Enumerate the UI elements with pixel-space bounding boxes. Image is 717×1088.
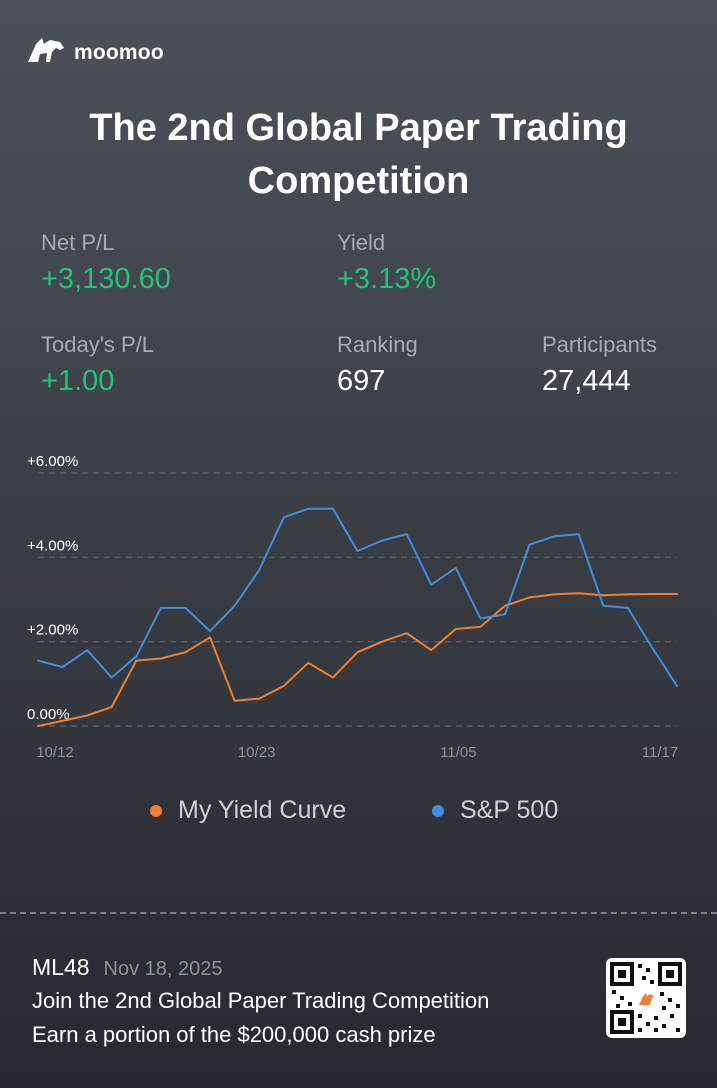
legend-sp500-label: S&P 500 bbox=[460, 796, 559, 824]
y-tick-label: +6.00% bbox=[27, 453, 78, 470]
participants-stat: Participants 27,444 bbox=[542, 332, 657, 398]
today-pl-value: +1.00 bbox=[41, 365, 115, 397]
yield-stat: Yield +3.13% bbox=[337, 230, 436, 296]
blue-dot-icon bbox=[432, 804, 444, 817]
ranking-stat: Ranking 697 bbox=[337, 332, 418, 398]
legend-my-yield: My Yield Curve bbox=[150, 796, 346, 825]
net-pl-stat: Net P/L +3,130.60 bbox=[41, 230, 171, 296]
y-tick-label: +4.00% bbox=[27, 537, 78, 554]
x-tick-label: 11/17 bbox=[642, 744, 678, 761]
today-pl-stat: Today's P/L +1.00 bbox=[41, 332, 154, 398]
sp500-line bbox=[37, 507, 678, 687]
y-tick-label: 0.00% bbox=[27, 706, 70, 723]
today-pl-label: Today's P/L bbox=[41, 332, 155, 357]
x-tick-label: 10/23 bbox=[238, 744, 276, 761]
y-tick-label: +2.00% bbox=[27, 622, 78, 639]
promo-line-2: Earn a portion of the $200,000 cash priz… bbox=[32, 1022, 436, 1047]
x-tick-label: 11/05 bbox=[440, 744, 476, 761]
net-pl-value: +3,130.60 bbox=[41, 263, 171, 295]
ranking-label: Ranking bbox=[337, 332, 418, 357]
orange-dot-icon bbox=[150, 804, 162, 817]
qr-code-icon[interactable] bbox=[606, 958, 686, 1038]
legend-sp500: S&P 500 bbox=[432, 796, 558, 825]
share-date: Nov 18, 2025 bbox=[103, 958, 223, 980]
x-tick-label: 10/12 bbox=[36, 744, 74, 761]
yield-value: +3.13% bbox=[337, 263, 437, 295]
legend-my-yield-label: My Yield Curve bbox=[178, 796, 347, 824]
yield-label: Yield bbox=[337, 230, 386, 255]
brand: moomoo bbox=[26, 36, 164, 69]
footer-meta: ML48 Nov 18, 2025 bbox=[32, 954, 223, 981]
bull-logo-icon bbox=[26, 36, 66, 69]
dashed-divider bbox=[0, 912, 717, 914]
page-title: The 2nd Global Paper Trading Competition bbox=[89, 107, 628, 202]
participants-value: 27,444 bbox=[542, 365, 631, 397]
promo-line-1: Join the 2nd Global Paper Trading Compet… bbox=[32, 988, 490, 1013]
brand-name: moomoo bbox=[74, 40, 164, 64]
participants-label: Participants bbox=[542, 332, 657, 357]
my-yield-curve-line bbox=[37, 592, 678, 727]
net-pl-label: Net P/L bbox=[41, 230, 115, 255]
ranking-value: 697 bbox=[337, 365, 386, 397]
yield-chart: 0.00% +2.00% +4.00% +6.00% 10/12 10/23 11/05 11… bbox=[27, 453, 678, 761]
username: ML48 bbox=[32, 954, 90, 980]
